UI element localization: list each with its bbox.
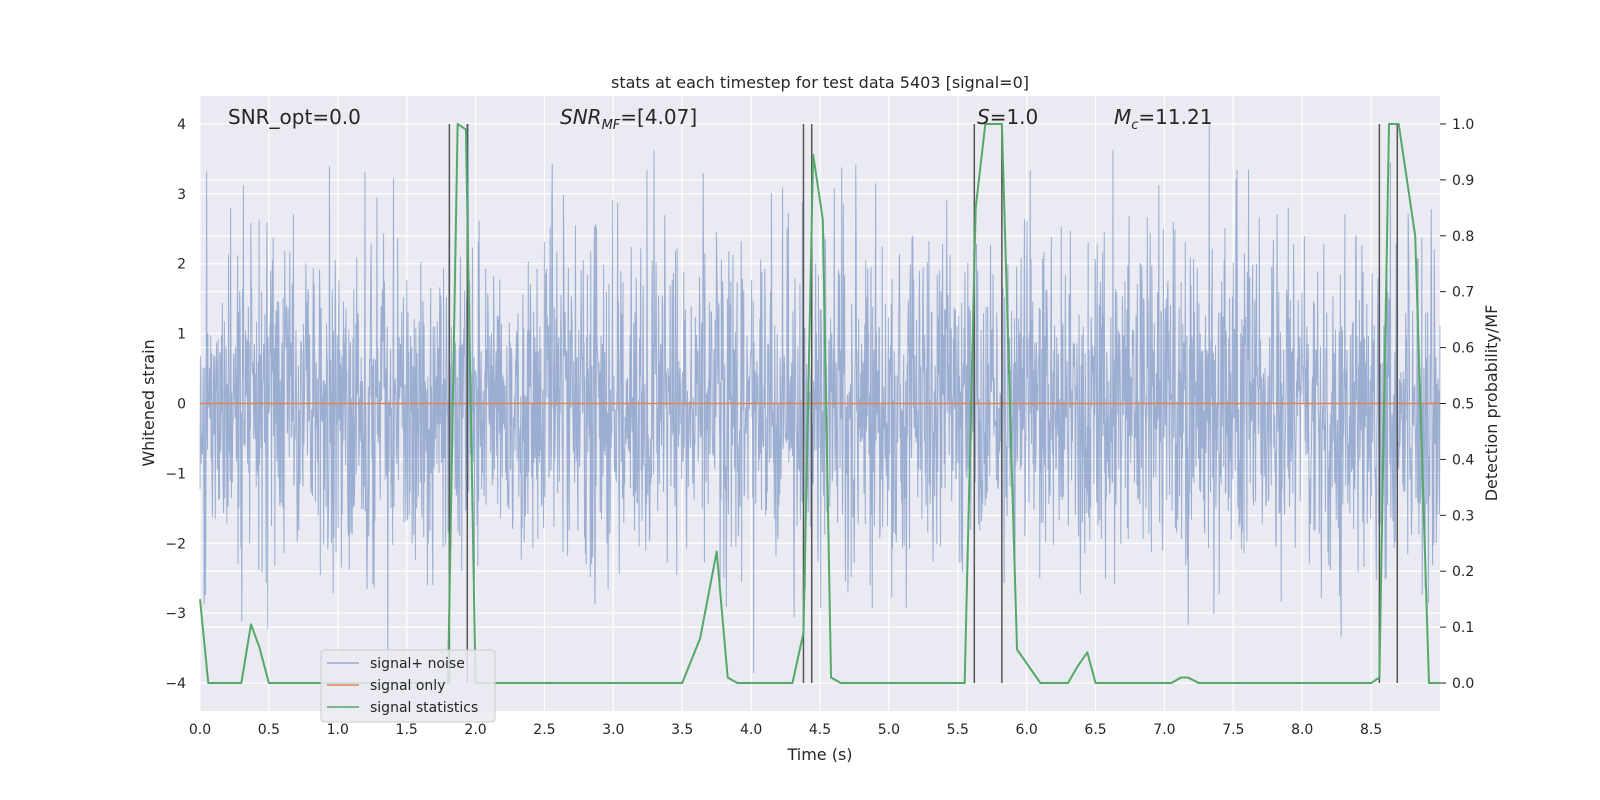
y-right-tick-label: 0.2 <box>1452 564 1474 580</box>
annotation-snr-opt: SNR_opt=0.0 <box>228 105 361 129</box>
legend-box <box>320 649 496 723</box>
y-right-tick-label: 1.0 <box>1452 117 1474 133</box>
annotation-snr-mf-value: =[4.07] <box>620 105 697 129</box>
legend-label-signal-only: signal only <box>370 678 445 694</box>
y-left-tick-label: 2 <box>177 257 186 273</box>
annotation-snr-mf-main: SNR <box>560 105 602 129</box>
x-tick-label: 7.0 <box>1153 722 1175 738</box>
x-tick-label: 2.5 <box>533 722 555 738</box>
signal-noise-series <box>199 123 1441 674</box>
x-tick-label: 4.0 <box>740 722 762 738</box>
y-left-tick-label: −1 <box>165 466 186 482</box>
y-right-tick-label: 0.4 <box>1452 452 1474 468</box>
y-right-tick-label: 0.7 <box>1452 285 1474 301</box>
x-tick-label: 1.0 <box>327 722 349 738</box>
y-left-tick-label: 3 <box>177 187 186 203</box>
y-right-tick-label: 0.1 <box>1452 620 1474 636</box>
x-tick-label: 5.0 <box>878 722 900 738</box>
chart-title: stats at each timestep for test data 540… <box>611 73 1029 92</box>
y-axis-label-right: Detection probability/MF <box>1482 305 1501 502</box>
annotation-mc: Mc=11.21 <box>1114 105 1212 133</box>
y-left-tick-label: 0 <box>177 397 186 413</box>
y-left-tick-label: −4 <box>165 676 186 692</box>
x-axis-label: Time (s) <box>786 745 852 764</box>
legend-label-signal-statistics: signal statistics <box>370 700 478 716</box>
x-tick-label: 8.5 <box>1360 722 1382 738</box>
annotation-mc-sub: c <box>1131 118 1138 133</box>
annotation-mc-value: =11.21 <box>1138 105 1212 129</box>
y-axis-label-left: Whitened strain <box>139 339 158 466</box>
annotation-s-value: =1.0 <box>990 105 1039 129</box>
x-tick-label: 3.0 <box>602 722 624 738</box>
y-right-tick-label: 0.8 <box>1452 229 1474 245</box>
annotation-snr-mf-sub: MF <box>602 118 621 133</box>
x-tick-label: 2.0 <box>464 722 486 738</box>
annotation-mc-main: M <box>1114 105 1131 129</box>
y-right-tick-label: 0.6 <box>1452 341 1474 357</box>
signal-noise-line <box>199 123 1441 674</box>
x-tick-label: 6.0 <box>1016 722 1038 738</box>
x-tick-label: 1.5 <box>396 722 418 738</box>
y-left-tick-label: 4 <box>177 117 186 133</box>
y-left-tick-label: −2 <box>165 536 186 552</box>
x-tick-label: 3.5 <box>671 722 693 738</box>
tick-layer: 0.0 0.5 1.0 1.5 2.0 2.5 3.0 3.5 4.0 4.5 5.0 5.5 6.0 6… <box>165 117 1474 738</box>
legend-label-signal-noise: signal+ noise <box>370 656 465 672</box>
y-right-tick-label: 0.0 <box>1452 676 1474 692</box>
annotation-snr-mf: SNRMF=[4.07] <box>560 105 697 133</box>
x-tick-label: 6.5 <box>1084 722 1106 738</box>
y-left-tick-label: −3 <box>165 606 186 622</box>
annotation-s-main: S <box>977 105 990 129</box>
x-tick-label: 5.5 <box>947 722 969 738</box>
y-right-tick-label: 0.9 <box>1452 173 1474 189</box>
x-tick-label: 0.0 <box>189 722 211 738</box>
y-left-tick-label: 1 <box>177 327 186 343</box>
x-tick-label: 0.5 <box>258 722 280 738</box>
annotation-s: S=1.0 <box>977 105 1038 129</box>
legend: signal+ noise signal only signal statist… <box>320 649 496 723</box>
x-tick-label: 7.5 <box>1222 722 1244 738</box>
x-tick-label: 4.5 <box>809 722 831 738</box>
y-right-tick-label: 0.3 <box>1452 508 1474 524</box>
y-right-tick-label: 0.5 <box>1452 397 1474 413</box>
x-tick-label: 8.0 <box>1291 722 1313 738</box>
